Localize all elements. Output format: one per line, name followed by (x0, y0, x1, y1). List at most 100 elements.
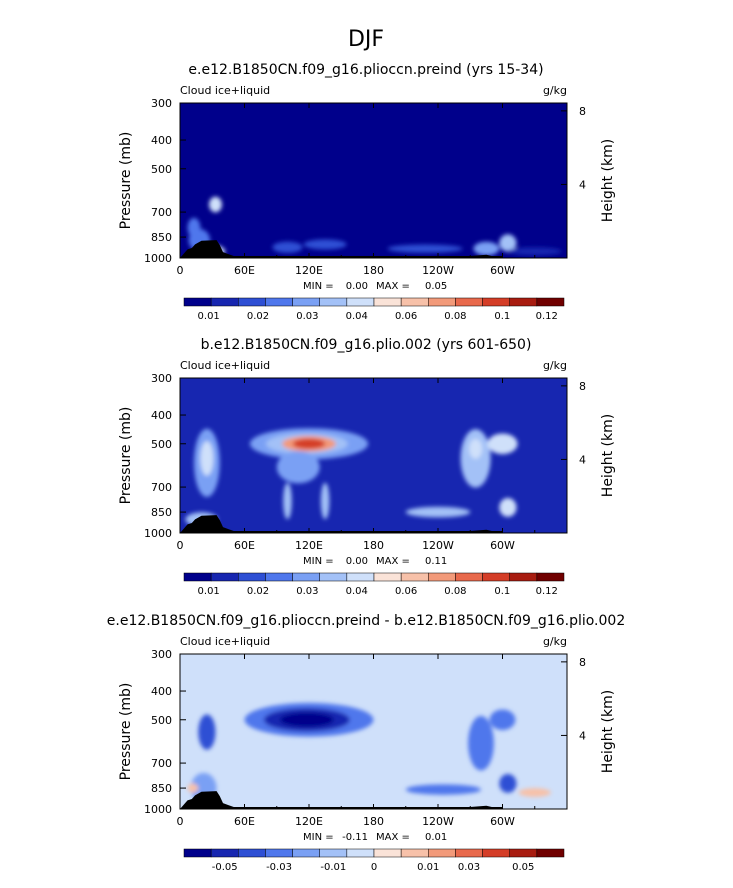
colorbar-swatch (346, 572, 375, 582)
contour-blob (292, 438, 326, 449)
panel-2: b.e12.B1850CN.f09_g16.plio.002 (yrs 601-… (118, 337, 616, 597)
colorbar-swatch (455, 572, 483, 582)
contour-blob (283, 482, 292, 520)
colorbar-swatch (482, 297, 510, 307)
contour-blob (320, 482, 330, 520)
panel-3: e.e12.B1850CN.f09_g16.plioccn.preind - b… (107, 613, 625, 873)
y2-tick-label: 4 (579, 729, 586, 742)
contour-blob (518, 788, 551, 797)
x-tick-label: 60E (234, 264, 255, 277)
colorbar-swatch (319, 572, 348, 582)
contour-blob (187, 783, 199, 793)
panel-title: b.e12.B1850CN.f09_g16.plio.002 (yrs 601-… (201, 337, 532, 353)
y-tick-label: 500 (151, 163, 172, 176)
x-tick-label: 120E (295, 264, 323, 277)
y-tick-label: 400 (151, 409, 172, 422)
colorbar-label: 0.01 (198, 586, 220, 597)
x-tick-label: 120E (295, 815, 323, 828)
right-label: g/kg (543, 84, 567, 97)
contour-blob (387, 244, 463, 253)
left-label: Cloud ice+liquid (180, 359, 270, 372)
contour-field (180, 103, 567, 258)
figure-title: DJF (348, 27, 384, 52)
y-tick-label: 1000 (144, 527, 172, 540)
x-tick-label: 0 (177, 539, 184, 552)
colorbar-swatch (482, 572, 510, 582)
colorbar-label: 0.04 (346, 311, 368, 322)
y-tick-label: 700 (151, 757, 172, 770)
colorbar-swatch (319, 297, 348, 307)
contour-blob (405, 506, 471, 518)
max-value: 0.05 (425, 281, 447, 292)
colorbar-swatch (536, 297, 565, 307)
y-tick-label: 300 (151, 97, 172, 110)
colorbar-swatch (265, 848, 293, 858)
x-tick-label: 0 (177, 815, 184, 828)
x-tick-label: 180 (363, 815, 384, 828)
contour-blob (487, 433, 518, 455)
contour-blob (489, 709, 516, 731)
colorbar-label: 0.08 (444, 311, 466, 322)
contour-field (180, 378, 567, 533)
x-tick-label: 180 (363, 539, 384, 552)
max-value: 0.01 (425, 832, 447, 843)
contour-blob (469, 438, 483, 459)
x-tick-label: 120W (422, 264, 454, 277)
y-tick-label: 850 (151, 231, 172, 244)
colorbar-swatch (400, 297, 429, 307)
colorbar-swatch (428, 848, 456, 858)
colorbar-swatch (265, 297, 293, 307)
contour-blob (303, 239, 347, 250)
colorbar-swatch (346, 848, 375, 858)
x-tick-label: 120W (422, 815, 454, 828)
colorbar-swatch (238, 297, 266, 307)
contour-blob (187, 217, 201, 238)
y-tick-label: 400 (151, 685, 172, 698)
y2-axis-label: Height (km) (600, 690, 616, 773)
max-label: MAX = (376, 556, 410, 567)
contour-blob (473, 241, 500, 256)
colorbar-swatch (455, 297, 483, 307)
contour-blob (200, 441, 214, 476)
contour-blob (209, 196, 222, 213)
contour-blob (279, 712, 334, 727)
min-value: 0.00 (346, 556, 368, 567)
contour-blob (499, 234, 517, 252)
colorbar-swatch (400, 848, 429, 858)
colorbar-label: 0.03 (296, 586, 318, 597)
colorbar-label: 0.03 (458, 862, 480, 873)
colorbar: -0.05 -0.03 -0.01 0 0.01 0.03 0.05 (183, 848, 565, 873)
x-tick-label: 60E (234, 539, 255, 552)
colorbar-swatch (183, 848, 212, 858)
y-tick-label: 700 (151, 206, 172, 219)
x-tick-label: 60W (490, 264, 515, 277)
y-tick-label: 850 (151, 506, 172, 519)
colorbar-swatch (428, 572, 456, 582)
field-background (180, 103, 567, 258)
x-tick-label: 60E (234, 815, 255, 828)
y-axis-label: Pressure (mb) (118, 132, 134, 230)
colorbar-label: 0.02 (247, 311, 269, 322)
colorbar-label: 0 (371, 862, 377, 873)
colorbar-label: 0.05 (512, 862, 534, 873)
colorbar-swatch (210, 848, 239, 858)
colorbar-label: -0.03 (266, 862, 292, 873)
colorbar-swatch (346, 297, 375, 307)
colorbar-swatch (509, 297, 538, 307)
min-label: MIN = (303, 556, 334, 567)
colorbar-swatch (183, 297, 212, 307)
y-axis-label: Pressure (mb) (118, 407, 134, 505)
right-label: g/kg (543, 359, 567, 372)
panel-title: e.e12.B1850CN.f09_g16.plioccn.preind (yr… (188, 62, 543, 78)
panel-1: e.e12.B1850CN.f09_g16.plioccn.preind (yr… (118, 62, 616, 322)
y-tick-label: 700 (151, 481, 172, 494)
max-label: MAX = (376, 281, 410, 292)
colorbar-label: 0.04 (346, 586, 368, 597)
y-tick-label: 300 (151, 648, 172, 661)
colorbar-label: 0.08 (444, 586, 466, 597)
max-value: 0.11 (425, 556, 447, 567)
y-tick-label: 850 (151, 782, 172, 795)
y-tick-label: 500 (151, 438, 172, 451)
contour-blob (468, 716, 494, 771)
y2-axis-label: Height (km) (600, 414, 616, 497)
